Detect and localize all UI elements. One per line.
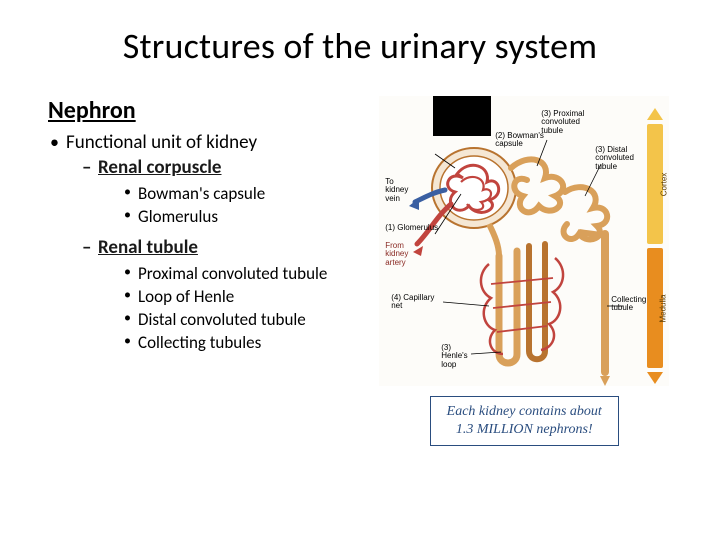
label-henle: (3)Henle'sloop <box>441 344 467 369</box>
group2-heading: Renal tubule <box>98 236 198 259</box>
g1-item: Glomerulus <box>124 206 372 227</box>
g2-item: Collecting tubules <box>124 332 372 353</box>
caption-line2: 1.3 MILLION nephrons! <box>447 421 602 439</box>
slide-container: Structures of the urinary system Nephron… <box>0 0 720 540</box>
g2-item: Loop of Henle <box>124 286 372 307</box>
region-medulla: Medulla <box>659 294 668 322</box>
label-artery: Fromkidneyartery <box>385 242 408 267</box>
region-cortex: Cortex <box>659 173 668 197</box>
caption-box: Each kidney contains about 1.3 MILLION n… <box>430 396 619 446</box>
group1-heading: Renal corpuscle <box>98 156 222 179</box>
label-proximal: (3) Proximalconvolutedtubule <box>541 110 584 135</box>
group1: Renal corpuscle Bowman's capsule Glomeru… <box>82 156 372 228</box>
nephron-diagram: (2) Bowman'scapsule (3) Proximalconvolut… <box>379 96 669 386</box>
label-collecting: Collectingtubule <box>611 296 646 313</box>
group1-items: Bowman's capsule Glomerulus <box>98 183 372 228</box>
group2: Renal tubule Proximal convoluted tubule … <box>82 236 372 354</box>
bullet-main: Functional unit of kidney Renal corpuscl… <box>48 131 372 354</box>
text-content: Nephron Functional unit of kidney Renal … <box>48 96 372 528</box>
label-glomerulus: (1) Glomerulus <box>385 224 438 232</box>
content-row: Nephron Functional unit of kidney Renal … <box>48 96 672 528</box>
label-capnet: (4) Capillarynet <box>391 294 434 311</box>
bullet-main-text: Functional unit of kidney <box>66 131 257 154</box>
label-distal: (3) Distalconvolutedtubule <box>595 146 634 171</box>
label-bowman: (2) Bowman'scapsule <box>495 132 544 149</box>
sublist: Renal corpuscle Bowman's capsule Glomeru… <box>66 156 372 354</box>
g1-item: Bowman's capsule <box>124 183 372 204</box>
bullet-list: Functional unit of kidney Renal corpuscl… <box>48 131 372 354</box>
g2-item: Distal convoluted tubule <box>124 309 372 330</box>
slide-title: Structures of the urinary system <box>48 24 672 68</box>
group2-items: Proximal convoluted tubule Loop of Henle… <box>98 263 372 354</box>
figure-column: (2) Bowman'scapsule (3) Proximalconvolut… <box>376 96 672 528</box>
g2-item: Proximal convoluted tubule <box>124 263 372 284</box>
label-vein: Tokidneyvein <box>385 178 408 203</box>
section-heading: Nephron <box>48 96 372 125</box>
caption-line1: Each kidney contains about <box>447 403 602 421</box>
redaction-box <box>433 96 491 136</box>
